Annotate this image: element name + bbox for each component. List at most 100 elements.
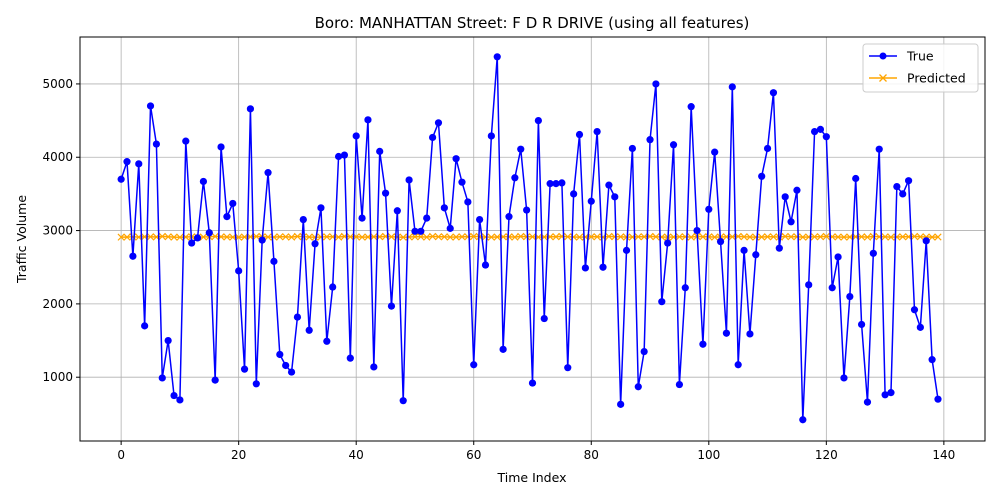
data-point-predicted	[423, 233, 431, 241]
data-point-predicted	[611, 233, 619, 241]
data-point-true	[229, 199, 237, 208]
data-point-true	[152, 140, 160, 148]
chart-title: Boro: MANHATTAN Street: F D R DRIVE (usi…	[315, 14, 750, 32]
data-point-true	[570, 190, 578, 198]
data-point-predicted	[887, 233, 895, 241]
data-point-true	[546, 180, 554, 188]
data-point-true	[158, 374, 166, 382]
data-point-true	[793, 186, 801, 194]
data-point-true	[146, 102, 155, 110]
data-point-true	[899, 190, 907, 198]
data-point-true	[329, 283, 337, 291]
data-point-predicted	[758, 233, 766, 241]
data-point-predicted	[899, 233, 907, 241]
data-point-true	[922, 237, 930, 245]
plot-frame	[79, 36, 986, 442]
data-point-true	[558, 179, 566, 187]
data-point-true	[716, 237, 725, 246]
legend: True Predicted	[862, 43, 979, 93]
data-point-true	[881, 391, 889, 399]
data-point-true	[799, 416, 807, 424]
data-point-predicted	[293, 232, 302, 241]
data-point-true	[840, 374, 848, 382]
y-tick-label: 3000	[42, 224, 73, 238]
data-point-true	[293, 313, 302, 321]
data-point-true	[540, 314, 548, 323]
data-point-true	[611, 193, 619, 201]
data-point-true	[693, 226, 701, 235]
data-point-true	[746, 330, 754, 338]
data-point-predicted	[158, 232, 166, 241]
y-tick-label: 1000	[42, 370, 73, 384]
data-point-true	[617, 400, 625, 408]
data-point-predicted	[763, 233, 772, 241]
data-point-predicted	[593, 233, 601, 241]
data-point-predicted	[552, 233, 560, 241]
data-point-true	[376, 147, 384, 155]
legend-predicted-label: Predicted	[907, 71, 966, 86]
data-point-predicted	[146, 233, 155, 241]
data-point-true	[317, 204, 325, 212]
data-point-true	[246, 105, 255, 113]
data-point-predicted	[129, 233, 137, 241]
data-point-true	[634, 383, 642, 391]
data-point-true	[575, 130, 584, 139]
data-point-true	[863, 398, 872, 406]
data-point-true	[487, 132, 495, 140]
data-point-predicted	[857, 233, 866, 241]
data-point-predicted	[481, 233, 490, 241]
data-point-true	[875, 145, 883, 153]
data-point-predicted	[323, 233, 331, 241]
data-point-true	[675, 380, 684, 389]
data-point-true	[781, 193, 789, 201]
data-point-predicted	[117, 233, 125, 241]
data-point-true	[893, 182, 901, 191]
data-point-true	[282, 361, 290, 370]
x-tick-label: 40	[349, 448, 364, 462]
data-point-true	[199, 177, 208, 186]
data-point-true	[511, 174, 519, 182]
data-point-true	[822, 133, 830, 141]
data-point-true	[264, 169, 272, 177]
data-point-predicted	[728, 233, 736, 241]
data-point-predicted	[617, 233, 625, 241]
data-point-predicted	[793, 233, 801, 241]
data-point-true	[334, 152, 343, 161]
data-point-true	[928, 356, 936, 364]
data-point-predicted	[910, 232, 919, 241]
data-point-predicted	[370, 233, 378, 241]
legend-predicted-marker	[879, 74, 887, 82]
data-point-true	[258, 236, 266, 244]
data-point-true	[699, 340, 707, 348]
data-point-predicted	[223, 233, 231, 241]
data-point-predicted	[816, 233, 825, 241]
data-point-predicted	[705, 233, 713, 241]
data-point-predicted	[317, 233, 325, 241]
data-point-true	[664, 239, 672, 247]
data-point-true	[464, 198, 472, 206]
data-point-predicted	[881, 233, 889, 241]
data-point-true	[446, 224, 454, 232]
data-point-true	[528, 379, 537, 387]
data-point-predicted	[240, 233, 249, 241]
data-point-true	[252, 380, 260, 388]
data-point-predicted	[810, 233, 819, 241]
data-point-true	[669, 141, 678, 149]
x-tick-label: 140	[932, 448, 955, 462]
x-tick-label: 20	[231, 448, 246, 462]
data-point-true	[240, 365, 249, 373]
data-point-true	[775, 244, 783, 252]
data-point-predicted	[493, 233, 501, 241]
data-point-true	[869, 249, 877, 257]
data-point-predicted	[452, 233, 460, 241]
data-point-true	[816, 125, 825, 133]
x-tick-label: 120	[815, 448, 838, 462]
data-point-predicted	[746, 233, 754, 241]
data-point-true	[769, 89, 778, 97]
data-point-predicted	[863, 233, 872, 241]
data-point-predicted	[799, 233, 807, 241]
x-tick-label: 80	[584, 448, 599, 462]
data-point-true	[564, 364, 572, 372]
